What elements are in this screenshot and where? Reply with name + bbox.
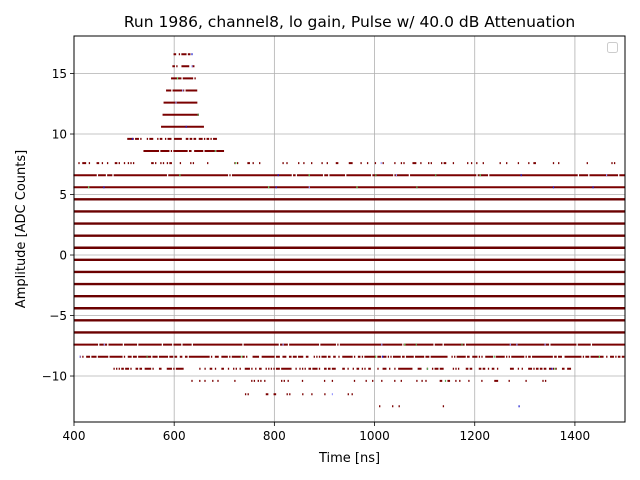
- accent-point: [275, 186, 277, 189]
- accent-point: [493, 355, 495, 358]
- y-tick-label: −5: [49, 309, 67, 323]
- accent-point: [381, 343, 383, 346]
- x-axis-ticks: 400 600 800 1000 1200 1400: [63, 422, 591, 443]
- y-axis-label: Amplitude [ADC Counts]: [14, 150, 29, 308]
- accent-point: [175, 101, 177, 104]
- accent-point: [375, 355, 377, 358]
- accent-point: [509, 343, 511, 346]
- data-points: [73, 53, 625, 408]
- accent-point: [598, 355, 600, 358]
- amplitude-point-group: [73, 186, 625, 189]
- accent-point: [214, 150, 216, 152]
- accent-point: [554, 367, 556, 370]
- accent-point: [415, 343, 417, 346]
- accent-point: [191, 65, 193, 68]
- accent-point: [416, 186, 418, 189]
- amplitude-point-group: [73, 174, 625, 177]
- amplitude-point-group: [161, 125, 204, 128]
- amplitude-point-group: [379, 405, 445, 408]
- amplitude-point-group: [173, 53, 191, 56]
- amplitude-point-group: [191, 379, 547, 382]
- y-tick-label: −10: [42, 370, 67, 384]
- plot-frame: [73, 35, 626, 423]
- y-tick-label: 10: [52, 128, 67, 142]
- accent-point: [375, 174, 377, 177]
- amplitude-point-group: [78, 162, 616, 165]
- y-tick-label: 0: [59, 249, 67, 263]
- amplitude-point-group: [244, 393, 353, 396]
- accent-point: [551, 367, 553, 370]
- accent-point: [395, 174, 397, 177]
- accent-point: [426, 367, 429, 370]
- accent-point: [544, 343, 546, 346]
- accent-point: [308, 174, 310, 177]
- amplitude-point-group: [143, 150, 225, 152]
- accent-point: [404, 343, 406, 346]
- amplitude-point-group: [79, 355, 625, 358]
- accent-point: [356, 186, 358, 189]
- accent-point: [103, 186, 105, 189]
- x-tick-label: 1400: [560, 429, 591, 443]
- accent-point: [176, 77, 179, 80]
- amplitude-point-group: [163, 101, 198, 104]
- x-axis-label: Time [ns]: [318, 451, 380, 466]
- accent-point: [606, 174, 608, 177]
- accent-point: [444, 379, 447, 382]
- accent-point: [380, 162, 382, 165]
- grid-lines: [73, 36, 625, 422]
- accent-point: [331, 393, 333, 396]
- accent-point: [552, 186, 555, 189]
- accent-point: [435, 174, 437, 177]
- accent-point: [382, 355, 384, 358]
- amplitude-point-group: [171, 77, 196, 80]
- accent-point: [103, 343, 105, 346]
- accent-point: [191, 53, 193, 56]
- legend-box: [607, 42, 618, 53]
- accent-point: [131, 137, 134, 140]
- accent-point: [282, 343, 284, 346]
- accent-point: [277, 174, 279, 177]
- x-tick-label: 1000: [359, 429, 390, 443]
- accent-point: [79, 355, 81, 358]
- accent-point: [518, 405, 520, 408]
- accent-point: [516, 343, 518, 346]
- accent-point: [235, 162, 237, 165]
- accent-point: [88, 186, 90, 189]
- accent-point: [179, 174, 181, 177]
- x-tick-label: 800: [263, 429, 286, 443]
- y-tick-label: 5: [59, 188, 67, 202]
- x-tick-label: 600: [163, 429, 186, 443]
- y-axis-ticks: −10 −5 0 5 10 15: [42, 67, 74, 384]
- accent-point: [241, 355, 243, 358]
- accent-point: [197, 113, 199, 116]
- amplitude-point-group: [73, 343, 625, 346]
- amplitude-point-group: [113, 367, 572, 370]
- accent-point: [592, 186, 594, 189]
- accent-point: [461, 343, 463, 346]
- chart-title: Run 1986, channel8, lo gain, Pulse w/ 40…: [124, 13, 575, 31]
- accent-point: [520, 174, 522, 177]
- accent-point: [185, 125, 187, 128]
- x-tick-label: 400: [63, 429, 86, 443]
- accent-point: [479, 174, 481, 177]
- y-tick-label: 15: [52, 67, 67, 81]
- amplitude-point-group: [166, 89, 198, 92]
- accent-point: [268, 186, 270, 189]
- plot-area: [74, 36, 625, 422]
- amplitude-point-group: [162, 113, 199, 116]
- accent-point: [182, 89, 184, 92]
- x-tick-label: 1200: [459, 429, 490, 443]
- accent-point: [308, 186, 310, 189]
- amplitude-point-group: [127, 137, 217, 140]
- accent-point: [146, 355, 148, 358]
